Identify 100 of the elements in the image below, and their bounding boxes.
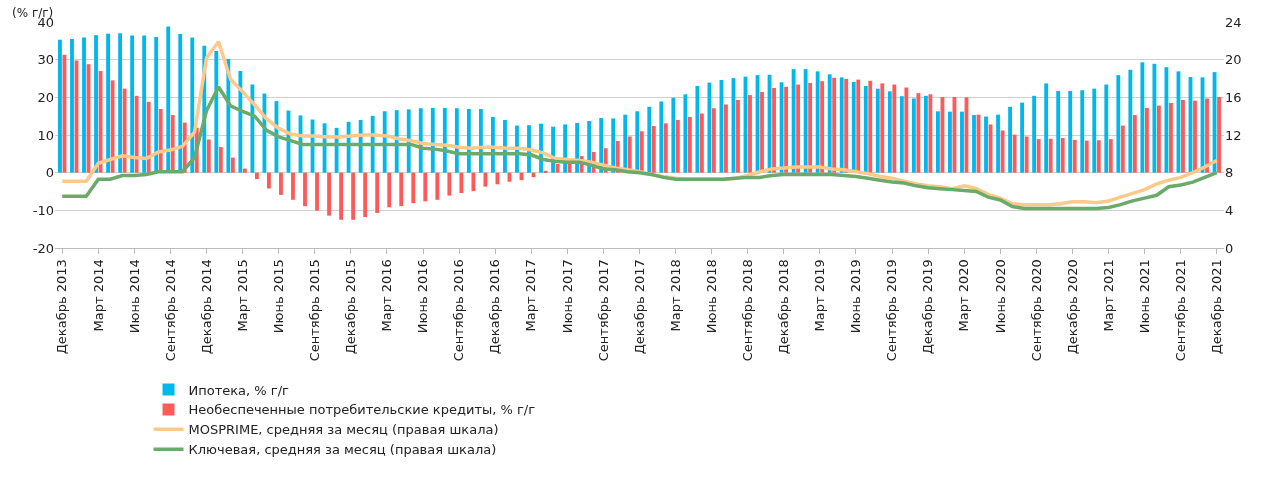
bar [1024,136,1029,173]
bar [928,94,933,173]
bar [796,84,801,173]
bar [1140,62,1145,173]
bar [214,51,219,173]
bar [851,81,856,173]
y2-tick-label: 4 [1225,202,1234,218]
bar [238,70,243,173]
bar [1084,140,1089,173]
bar [423,172,428,202]
bar [820,81,825,173]
bar [663,123,668,173]
bar [748,95,752,173]
bar [659,101,664,173]
bar [178,34,183,173]
bar [972,115,976,173]
bar [856,79,861,173]
bar [471,172,476,192]
y2-tick-label: 8 [1225,165,1234,181]
bar [375,172,380,213]
x-tick-label: Декабрь 2020 [1064,259,1080,355]
bar [242,168,247,173]
x-tick-label: Сентябрь 2015 [307,259,323,362]
legend-label: Необеспеченные потребительские кредиты, % г/г [188,402,536,418]
x-tick-label: Декабрь 2015 [343,259,359,355]
bar [1044,83,1049,173]
bar [707,82,712,173]
bar [699,113,704,173]
x-tick-label: Март 2014 [90,259,106,332]
x-tick-label: Март 2020 [956,259,972,332]
bar [996,114,1000,173]
x-tick-label: Июнь 2017 [559,259,575,334]
bar [683,94,688,173]
bar [868,80,873,173]
bar [411,172,416,204]
bar [1104,84,1109,173]
x-tick-label: Март 2021 [1100,259,1116,332]
bar [483,172,488,187]
legend-label: MOSPRIME, средняя за месяц (правая шкала) [188,422,499,438]
x-tick-label: Июнь 2019 [848,259,864,334]
bar [166,26,171,173]
bar [1068,90,1073,173]
y2-tick-label: 12 [1225,127,1242,143]
bar [206,139,211,173]
x-tick-label: Декабрь 2013 [54,259,70,355]
bar [1144,107,1149,173]
bar [832,77,837,173]
bar [1092,88,1097,173]
legend-label: Ключевая, средняя за месяц (правая шкала) [188,442,497,458]
bar [1193,100,1197,173]
bar [142,35,147,173]
bar [899,96,904,173]
x-tick-label: Июнь 2016 [415,259,431,334]
bar [1056,90,1061,173]
bar [106,33,110,173]
bar [844,78,849,173]
line-series [60,85,1219,211]
x-tick-label: Июнь 2020 [992,259,1008,334]
bar [339,172,343,220]
x-tick-label: Март 2016 [379,259,395,332]
x-tick-label: Март 2019 [812,259,828,332]
bar [1008,106,1012,173]
bar [1060,138,1065,173]
bar [803,69,808,173]
bar [122,88,127,173]
bar [712,108,716,173]
x-tick-label: Сентябрь 2021 [1172,259,1188,362]
bar [760,92,764,173]
x-tick-label: Сентябрь 2017 [595,259,611,362]
bar [1156,105,1161,173]
bar [904,87,909,173]
bar [1128,69,1133,173]
bar [399,172,404,207]
x-tick-label: Декабрь 2018 [776,259,792,355]
bar [1116,75,1121,173]
x-tick-label: Июнь 2015 [270,259,286,334]
x-tick-label: Сентябрь 2019 [884,259,900,362]
bar [154,37,159,173]
bar [1020,102,1025,173]
x-tick-label: Декабрь 2017 [631,259,647,355]
bar [394,110,399,173]
bar [1048,138,1053,173]
bar [1120,125,1125,173]
bar [984,116,988,173]
bar [1036,139,1041,173]
bar [435,172,440,200]
bar [363,172,368,218]
y-tick-label: 20 [37,89,54,105]
bar [1080,90,1085,173]
bar [327,172,331,216]
bar [948,111,952,173]
x-tick-label: Сентябрь 2016 [451,259,467,362]
bar [695,86,700,173]
x-tick-label: Март 2015 [234,259,250,332]
bar [936,111,940,173]
y-tick-label: 0 [45,165,54,181]
bar [230,157,235,173]
y2-tick-label: 16 [1225,89,1242,105]
bar [1096,140,1101,173]
bar [279,172,283,195]
